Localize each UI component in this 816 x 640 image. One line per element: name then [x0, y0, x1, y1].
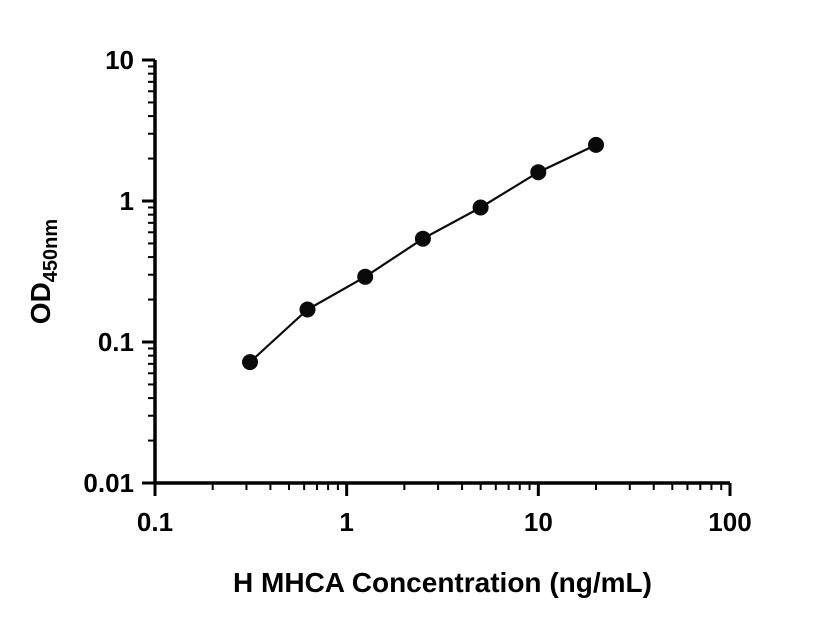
y-tick-label: 0.01 [83, 468, 134, 498]
data-series [242, 136, 604, 371]
x-tick-label: 100 [708, 507, 751, 537]
y-axis-title: OD450nm [25, 219, 62, 324]
data-point [588, 136, 604, 153]
y-axis-title-main: OD [25, 282, 56, 324]
y-tick-label: 1 [120, 186, 134, 216]
data-point [299, 301, 316, 318]
x-tick-label: 1 [339, 507, 353, 537]
y-tick-label: 0.1 [98, 327, 134, 357]
axes-spine [153, 60, 730, 485]
data-point [357, 268, 374, 285]
y-axis-title-subscript: 450nm [40, 219, 62, 282]
data-point [414, 230, 431, 247]
x-tick-label: 0.1 [137, 507, 173, 537]
x-tick-label: 10 [524, 507, 553, 537]
x-axis-title: H MHCA Concentration (ng/mL) [233, 567, 652, 598]
data-point [242, 354, 258, 371]
y-axis: 0.01 0.1 1 10 [83, 45, 155, 498]
data-point [472, 199, 489, 216]
y-tick-label: 10 [105, 45, 134, 75]
data-point [530, 164, 547, 181]
x-axis: 0.1 1 10 100 [137, 483, 752, 537]
